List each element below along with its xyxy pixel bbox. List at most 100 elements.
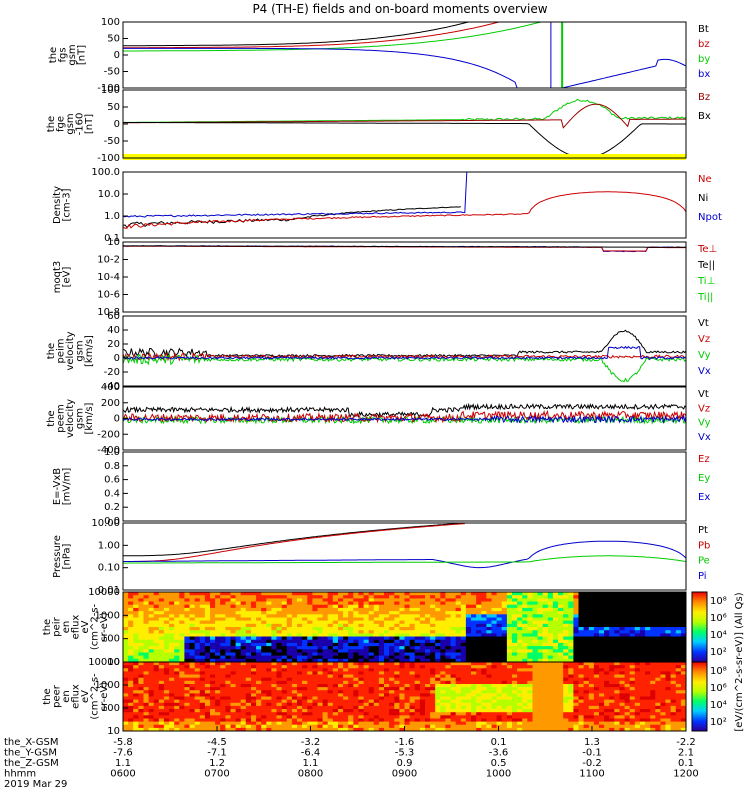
spectrogram-cell	[435, 680, 441, 685]
spectrogram-cell	[650, 680, 656, 685]
spectrogram-cell	[634, 642, 641, 647]
spectrogram-cell	[593, 677, 600, 682]
spectrogram-cell	[317, 601, 324, 606]
spectrogram-cell	[332, 680, 339, 685]
spectrogram-cell	[573, 665, 580, 669]
spectrogram-cell	[174, 727, 180, 731]
spectrogram-cell	[558, 680, 564, 685]
spectrogram-cell	[593, 633, 600, 638]
spectrogram-cell	[368, 727, 375, 731]
spectrogram-cell	[486, 680, 493, 685]
spectrogram-cell	[491, 639, 498, 644]
spectrogram-cell	[527, 718, 533, 723]
spectrogram-cell	[639, 702, 646, 707]
spectrogram-cell	[455, 712, 462, 716]
panel-frame	[122, 21, 687, 89]
spectrogram-cell	[481, 709, 487, 713]
spectrogram-cell	[639, 690, 646, 694]
spectrogram-cell	[353, 642, 359, 647]
spectrogram-cell	[230, 614, 237, 619]
spectrogram-cell	[588, 652, 595, 657]
spectrogram-cell	[302, 633, 308, 638]
spectrogram-cell	[639, 598, 646, 603]
spectrogram-cell	[348, 677, 354, 682]
spectrogram-cell	[496, 662, 503, 666]
spectrogram-cell	[163, 604, 170, 609]
spectrogram-cell	[409, 646, 416, 650]
spectrogram-cell	[552, 620, 559, 625]
spectrogram-cell	[450, 598, 457, 603]
spectrogram-cell	[563, 715, 569, 719]
spectrogram-cell	[389, 607, 395, 612]
spectrogram-cell	[491, 652, 498, 657]
spectrogram-cell	[650, 595, 656, 599]
spectrogram-cell	[486, 715, 493, 719]
spectrogram-cell	[506, 690, 513, 694]
spectrogram-cell	[476, 715, 482, 719]
spectrogram-cell	[578, 696, 585, 701]
spectrogram-cell	[609, 671, 615, 676]
spectrogram-cell	[363, 598, 370, 603]
spectrogram-cell	[312, 607, 319, 612]
spectrogram-cell	[578, 611, 585, 615]
spectrogram-cell	[312, 702, 319, 707]
spectrogram-cell	[419, 630, 426, 634]
spectrogram-cell	[593, 687, 600, 691]
spectrogram-cell	[680, 604, 686, 609]
spectrogram-cell	[220, 604, 226, 609]
spectrogram-cell	[220, 709, 226, 713]
spectrogram-cell	[583, 607, 590, 612]
spectrogram-cell	[670, 601, 677, 606]
spectrogram-cell	[476, 617, 482, 622]
spectrogram-cell	[297, 639, 303, 644]
y-tick-label: 50	[107, 34, 120, 45]
spectrogram-cell	[506, 655, 513, 660]
spectrogram-cell	[532, 705, 539, 710]
spectrogram-cell	[230, 633, 237, 638]
spectrogram-cell	[225, 684, 232, 688]
spectrogram-cell	[624, 721, 631, 726]
spectrogram-cell	[348, 668, 354, 672]
spectrogram-cell	[599, 690, 605, 694]
spectrogram-cell	[271, 636, 278, 641]
spectrogram-cell	[481, 718, 487, 723]
spectrogram-cell	[261, 709, 267, 713]
spectrogram-cell	[445, 611, 452, 615]
spectrogram-cell	[266, 601, 272, 606]
spectrogram-cell	[291, 724, 298, 729]
spectrogram-cell	[245, 709, 252, 713]
spectrogram-cell	[153, 623, 160, 628]
spectrogram-cell	[471, 617, 477, 622]
spectrogram-cell	[573, 709, 580, 713]
spectrogram-cell	[624, 709, 631, 713]
spectrogram-cell	[670, 709, 677, 713]
spectrogram-cell	[261, 655, 267, 660]
spectrogram-cell	[588, 684, 595, 688]
spectrogram-cell	[123, 592, 129, 596]
spectrogram-cell	[343, 684, 349, 688]
spectrogram-cell	[481, 611, 487, 615]
spectrogram-cell	[199, 705, 206, 710]
spectrogram-cell	[291, 687, 298, 691]
spectrogram-cell	[481, 623, 487, 628]
spectrogram-cell	[532, 662, 539, 666]
spectrogram-cell	[281, 595, 288, 599]
spectrogram-cell	[297, 662, 303, 666]
spectrogram-cell	[322, 724, 329, 729]
spectrogram-cell	[297, 668, 303, 672]
spectrogram-cell	[496, 709, 503, 713]
spectrogram-cell	[158, 598, 165, 603]
spectrogram-cell	[532, 690, 539, 694]
spectrogram-cell	[645, 623, 651, 628]
spectrogram-cell	[604, 665, 610, 669]
plot-title: P4 (TH-E) fields and on-board moments ov…	[252, 2, 547, 16]
spectrogram-cell	[481, 639, 487, 644]
spectrogram-cell	[271, 715, 278, 719]
spectrogram-cell	[588, 614, 595, 619]
spectrogram-cell	[322, 642, 329, 647]
spectrogram-cell	[609, 595, 615, 599]
spectrogram-cell	[512, 630, 518, 634]
spectrogram-cell	[527, 601, 533, 606]
spectrogram-cell	[481, 607, 487, 612]
spectrogram-cell	[194, 611, 201, 615]
